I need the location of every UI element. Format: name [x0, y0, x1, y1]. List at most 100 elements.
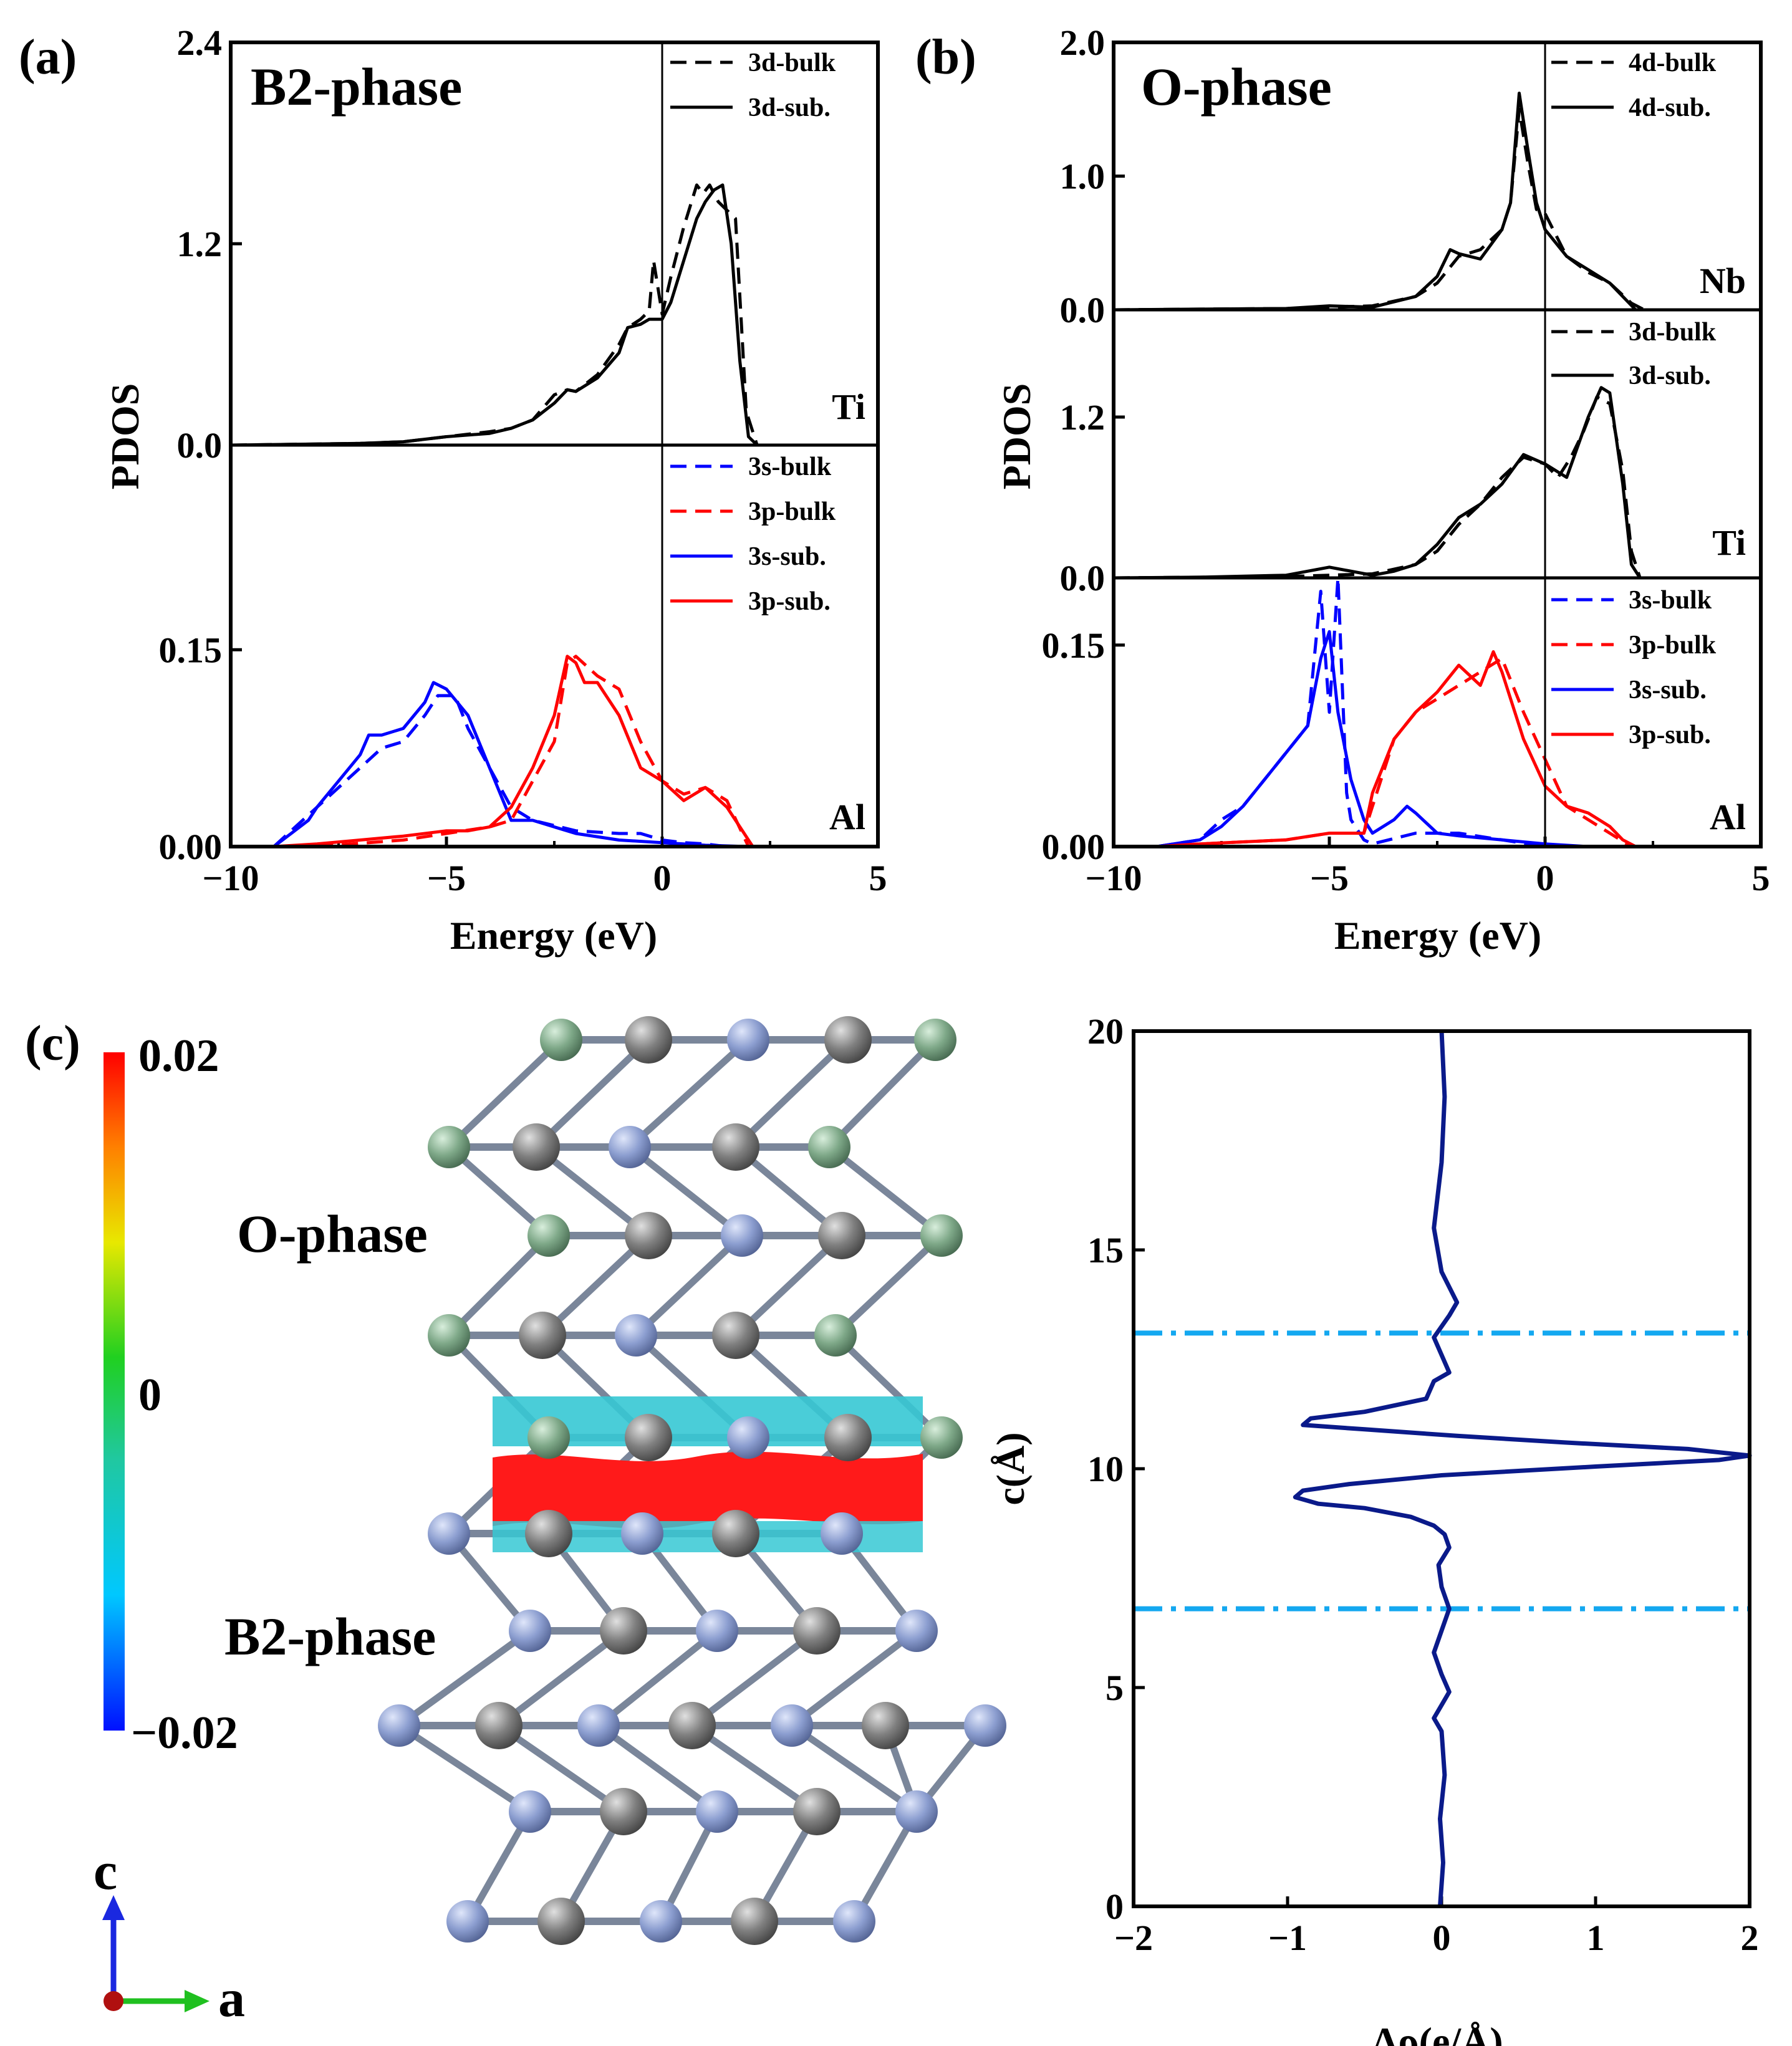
panel-b-ticks: −10 −5 0 5 0.0 1.0 2.0 0.0 1.2 0.00 0.15 [1042, 22, 1770, 898]
bond [596, 1628, 720, 1729]
panel-a-phase-label: B2-phase [251, 57, 462, 117]
crystal-structure [378, 1016, 1006, 1945]
bond [540, 1232, 651, 1338]
nb-atom [920, 1416, 963, 1459]
b2-phase-label: B2-phase [224, 1607, 436, 1666]
x-tick-label: −5 [427, 858, 466, 898]
al-atom [964, 1704, 1006, 1747]
legend-label: 3s-bulk [1629, 586, 1712, 615]
panel-b-legend-ti: 3d-bulk 3d-sub. [1551, 318, 1717, 390]
y-tick-label: 0.15 [1042, 625, 1106, 666]
al-atom [696, 1790, 738, 1833]
y-tick-label: 0.00 [1042, 827, 1106, 867]
al-atom [446, 1900, 489, 1943]
panel-a-legend-bottom: 3s-bulk 3p-bulk 3s-sub. 3p-sub. [670, 453, 836, 616]
nb-atom [428, 1314, 470, 1357]
bond [833, 1232, 944, 1338]
panel-a-label: (a) [19, 30, 77, 85]
al-atom [727, 1416, 769, 1459]
ti-atom [519, 1312, 566, 1359]
panel-a-element-ti: Ti [832, 387, 865, 427]
nb-atom [527, 1214, 570, 1257]
bond [827, 1037, 938, 1150]
y-tick-label: 1.2 [177, 224, 223, 264]
y-tick-label: 0.0 [1060, 290, 1106, 330]
ti-atom [525, 1510, 572, 1557]
bond [446, 1144, 551, 1239]
x-tick-label: 0 [653, 858, 672, 898]
ti-atom [824, 1414, 872, 1461]
al-atom [428, 1512, 470, 1555]
ti-atom [862, 1702, 909, 1749]
ti-atom [818, 1212, 865, 1259]
legend-label: 3s-sub. [748, 542, 826, 571]
al-atom [721, 1214, 763, 1257]
panel-a-legend-top: 3d-bulk 3d-sub. [670, 49, 836, 122]
x-tick-label: −10 [202, 858, 259, 898]
ti-atom [600, 1607, 647, 1655]
legend-label: 4d-bulk [1629, 49, 1717, 77]
ti-atom [712, 1510, 759, 1557]
legend-label: 3p-sub. [1629, 721, 1711, 749]
colorbar [104, 1052, 125, 1731]
x-tick-label: 0 [1536, 858, 1554, 898]
al-atom [577, 1704, 620, 1747]
legend-label: 3p-bulk [1629, 631, 1717, 660]
series-3p-sub--line [1157, 650, 1637, 848]
x-tick-label: −1 [1268, 1918, 1307, 1958]
y-tick-label: 1.0 [1060, 156, 1106, 197]
x-tick-label: 5 [869, 858, 887, 898]
x-tick-label: 2 [1741, 1918, 1759, 1958]
panel-b-legend-nb: 4d-bulk 4d-sub. [1551, 49, 1717, 122]
ti-atom [537, 1898, 585, 1945]
a-axis-arrowhead [185, 1990, 210, 2012]
axis-triad: c a [94, 1841, 245, 2028]
panel-b-series [1113, 92, 1645, 848]
series-3s-sub--line [272, 681, 749, 848]
panel-c-label: (c) [25, 1016, 80, 1071]
y-tick-label: 2.4 [177, 22, 223, 63]
c-axis-arrowhead [102, 1895, 125, 1920]
al-atom [821, 1512, 863, 1555]
al-atom [621, 1512, 663, 1555]
ti-atom [731, 1898, 778, 1945]
ti-atom [712, 1312, 759, 1359]
nb-atom [814, 1314, 857, 1357]
y-tick-label: 5 [1106, 1668, 1124, 1708]
al-atom [509, 1790, 551, 1833]
x-tick-label: 0 [1433, 1918, 1451, 1958]
legend-label: 4d-sub. [1629, 94, 1711, 122]
bond [827, 1144, 944, 1239]
x-tick-label: −5 [1310, 858, 1349, 898]
accumulation-isosurface [493, 1451, 923, 1529]
legend-label: 3d-bulk [748, 49, 836, 77]
bond [627, 1144, 744, 1239]
panel-a-series [230, 183, 759, 848]
bond [733, 1232, 844, 1338]
al-atom [771, 1704, 813, 1747]
panel-b-element-al: Al [1710, 797, 1746, 837]
series-3s-bulk-line [272, 694, 728, 848]
ti-atom [793, 1788, 841, 1835]
legend-label: 3p-sub. [748, 587, 831, 616]
y-tick-label: 2.0 [1060, 22, 1106, 63]
a-axis-label: a [218, 1968, 245, 2028]
panel-a-frame [229, 41, 880, 848]
legend-label: 3s-sub. [1629, 676, 1707, 704]
panel-b-element-nb: Nb [1700, 261, 1746, 301]
y-tick-label: 0.00 [159, 827, 223, 867]
bond [733, 1037, 850, 1150]
bond [633, 1232, 744, 1338]
ti-atom [668, 1702, 716, 1749]
colorbar-mid-label: 0 [138, 1370, 161, 1421]
legend-label: 3d-sub. [748, 94, 831, 122]
y-tick-label: 1.2 [1060, 397, 1106, 438]
legend-label: 3d-bulk [1629, 318, 1717, 347]
bond [627, 1037, 751, 1150]
nb-atom [808, 1126, 850, 1168]
x-tick-label: −2 [1114, 1918, 1153, 1958]
ti-atom [625, 1414, 672, 1461]
ti-atom [600, 1788, 647, 1835]
